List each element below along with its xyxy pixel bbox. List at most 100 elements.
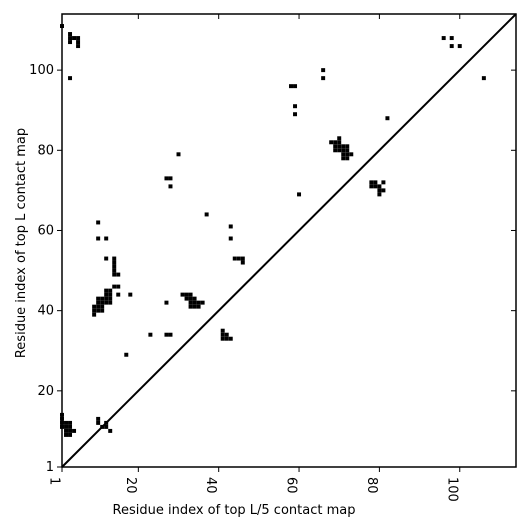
contact-cell-top-L: [341, 144, 346, 149]
contact-cell-top-L: [92, 308, 97, 313]
contact-cell-top-L: [92, 304, 97, 309]
contact-cell-top-L: [321, 68, 326, 73]
contact-cell-top-L: [293, 112, 298, 117]
contact-cell-top-L: [108, 288, 113, 293]
contact-cell-top-L: [104, 256, 109, 261]
contact-cell-top-L5: [68, 428, 73, 433]
x-tick-label: 60: [284, 477, 299, 494]
contact-cell-top-L: [228, 236, 233, 241]
plot-frame: [61, 13, 517, 468]
contact-cell-top-L: [240, 260, 245, 265]
contact-cell-top-L: [345, 144, 350, 149]
contact-cell-top-L: [337, 144, 342, 149]
contact-cell-top-L: [112, 264, 117, 269]
contact-cell-top-L: [124, 352, 129, 357]
x-axis-label: Residue index of top L/5 contact map: [113, 503, 356, 518]
contact-cell-top-L: [337, 136, 342, 141]
contact-cell-top-L: [204, 212, 209, 217]
contact-cell-top-L: [345, 156, 350, 161]
contact-cell-top-L5: [64, 424, 69, 429]
x-tick-label: 100: [444, 477, 459, 502]
contact-cell-top-L: [104, 288, 109, 293]
contact-cell-top-L: [188, 304, 193, 309]
contact-cell-top-L: [72, 36, 77, 41]
contact-cell-top-L: [220, 332, 225, 337]
x-tick-label: 20: [123, 477, 138, 494]
contact-cell-top-L: [220, 336, 225, 341]
contact-cell-top-L5: [64, 432, 69, 437]
contact-cell-top-L: [168, 184, 173, 189]
contact-cell-top-L: [76, 44, 81, 49]
x-tick-label: 40: [203, 477, 218, 494]
contact-cell-top-L: [100, 304, 105, 309]
contact-cell-top-L: [96, 300, 101, 305]
contact-cell-top-L: [381, 180, 386, 185]
contact-cell-top-L: [176, 152, 181, 157]
contact-cell-top-L: [337, 140, 342, 145]
contact-cell-top-L: [92, 312, 97, 317]
contact-cell-top-L: [96, 308, 101, 313]
contact-cell-top-L5: [68, 424, 73, 429]
contact-cell-top-L: [116, 292, 121, 297]
contact-cell-top-L: [341, 156, 346, 161]
contact-cell-top-L: [196, 300, 201, 305]
contact-cell-top-L5: [108, 428, 113, 433]
contact-cell-top-L5: [64, 428, 69, 433]
contact-cell-top-L: [148, 332, 153, 337]
contact-cell-top-L: [96, 236, 101, 241]
contact-cell-top-L: [168, 332, 173, 337]
contact-cell-top-L: [100, 308, 105, 313]
contact-cell-top-L: [441, 36, 446, 41]
contact-cell-top-L: [377, 188, 382, 193]
contact-cell-top-L: [385, 116, 390, 121]
contact-cell-top-L5: [64, 420, 69, 425]
contact-cell-top-L: [164, 332, 169, 337]
contact-cell-top-L: [112, 272, 117, 277]
contact-cell-top-L: [457, 44, 462, 49]
contact-cell-top-L: [108, 300, 113, 305]
contact-cell-top-L5: [68, 420, 73, 425]
contact-cell-top-L: [104, 300, 109, 305]
contact-cell-top-L: [180, 292, 185, 297]
contact-cell-top-L: [200, 300, 205, 305]
contact-cell-top-L5: [104, 424, 109, 429]
contact-cell-top-L: [168, 176, 173, 181]
contact-cell-top-L: [196, 304, 201, 309]
contact-cell-top-L: [329, 140, 334, 145]
contact-cell-top-L: [349, 152, 354, 157]
contact-cell-top-L: [184, 296, 189, 301]
contact-cell-top-L5: [96, 416, 101, 421]
contact-cell-top-L: [333, 140, 338, 145]
contact-cell-top-L: [76, 36, 81, 41]
contact-cell-top-L: [104, 292, 109, 297]
contact-cell-top-L: [112, 284, 117, 289]
contact-cell-top-L: [100, 296, 105, 301]
contact-cell-top-L: [104, 296, 109, 301]
contact-cell-top-L: [345, 148, 350, 153]
contact-cell-top-L: [116, 272, 121, 277]
contact-cell-top-L: [220, 328, 225, 333]
contact-cell-top-L: [192, 304, 197, 309]
contact-cell-top-L5: [68, 432, 73, 437]
contact-cell-top-L: [116, 284, 121, 289]
contact-cell-top-L: [289, 84, 293, 89]
y-tick-label: 1: [46, 460, 54, 475]
y-tick-label: 20: [37, 384, 54, 399]
contact-cell-top-L: [449, 36, 454, 41]
contact-cell-top-L: [224, 336, 229, 341]
contact-cell-top-L5: [72, 428, 77, 433]
y-tick-label: 60: [37, 223, 54, 238]
contact-cell-top-L: [188, 292, 193, 297]
contact-cell-top-L: [381, 188, 386, 193]
contact-cell-top-L: [104, 236, 109, 241]
contact-cell-top-L: [449, 44, 454, 49]
contact-cell-top-L: [232, 256, 237, 261]
contact-cell-top-L: [68, 36, 73, 41]
contact-cell-top-L: [341, 152, 346, 157]
contact-cell-top-L: [377, 192, 382, 197]
contact-cell-top-L: [68, 40, 73, 45]
contact-cell-top-L: [188, 300, 193, 305]
contact-cell-top-L: [68, 32, 73, 37]
contact-cell-top-L: [164, 300, 169, 305]
